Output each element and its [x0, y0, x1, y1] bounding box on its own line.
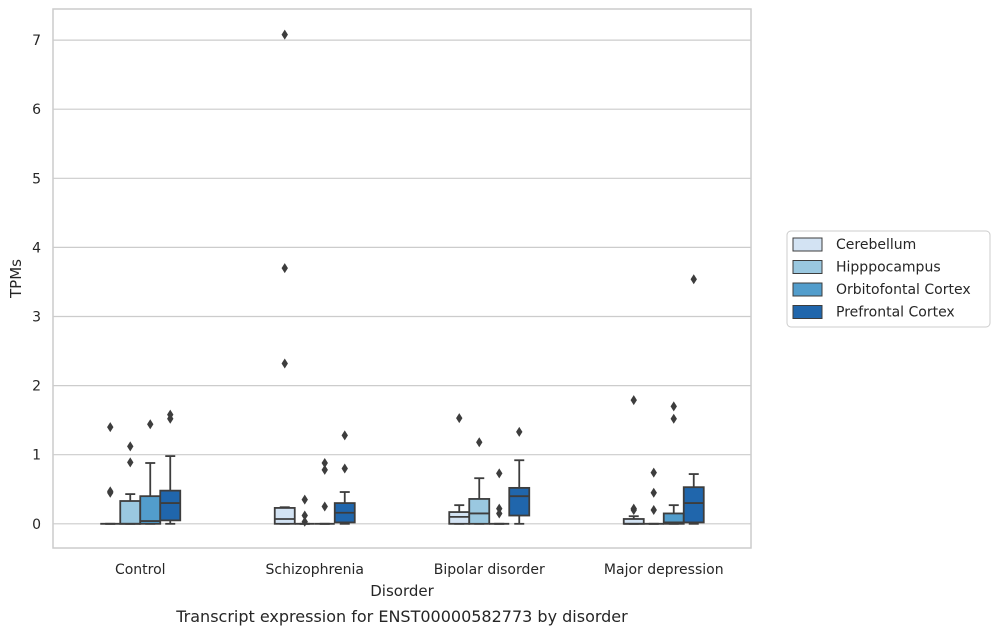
x-tick-label: Control [115, 562, 166, 578]
x-tick-label: Bipolar disorder [434, 562, 545, 578]
outlier-point [127, 457, 134, 468]
outlier-point [650, 467, 657, 478]
outlier-point [630, 503, 637, 514]
outlier-point [301, 510, 308, 521]
legend-label: Hipppocampus [836, 260, 941, 276]
outlier-point [670, 401, 677, 412]
box [273, 507, 296, 525]
legend-frame [786, 230, 991, 328]
box-group [643, 467, 664, 525]
box-group [508, 426, 531, 525]
legend-swatch [792, 282, 823, 297]
box-group [314, 458, 335, 525]
outlier-point [167, 409, 174, 420]
box [508, 486, 531, 517]
x-axis-title: Disorder [370, 582, 434, 600]
outlier-point [301, 494, 308, 505]
box-group [448, 413, 471, 525]
outlier-point [301, 516, 308, 527]
y-tick-label: 7 [32, 33, 41, 49]
box-group [100, 422, 121, 525]
legend-label: Prefrontal Cortex [836, 305, 955, 321]
y-tick-label: 2 [32, 379, 41, 395]
outlier-point [321, 464, 328, 475]
legend-label: Orbitofontal Cortex [836, 282, 971, 298]
y-tick-label: 4 [32, 240, 41, 256]
box-group [622, 395, 645, 525]
chart-caption: Transcript expression for ENST0000058277… [175, 607, 628, 626]
legend: Cerebellum Hipppocampus Orbitofontal Corte… [786, 230, 991, 328]
box-group [662, 401, 685, 525]
y-axis-title: TPMs [7, 259, 25, 299]
box-groups [100, 29, 705, 527]
outlier-point [321, 501, 328, 512]
outlier-point [147, 419, 154, 430]
y-tick-label: 3 [32, 310, 41, 326]
box [139, 495, 162, 525]
legend-swatch [792, 237, 823, 252]
y-tick-label: 5 [32, 171, 41, 187]
x-tick-label: Major depression [604, 562, 724, 578]
outlier-point [281, 29, 288, 40]
box-group [159, 409, 182, 525]
box-group [273, 29, 296, 525]
outlier-point [281, 263, 288, 274]
outlier-point [107, 486, 114, 497]
box [682, 486, 705, 524]
outlier-point [281, 358, 288, 369]
box-group [468, 437, 491, 525]
box [468, 498, 491, 525]
box [448, 511, 471, 525]
box-group [682, 274, 705, 525]
outlier-point [690, 274, 697, 285]
outlier-point [321, 458, 328, 469]
box-group [489, 468, 510, 525]
y-tick-label: 1 [32, 448, 41, 464]
outlier-point [650, 487, 657, 498]
plot-frame [52, 8, 752, 549]
box [119, 500, 142, 525]
legend-swatch [792, 305, 823, 319]
x-tick-labels: Control Schizophrenia Bipolar disorder Majo… [115, 562, 724, 578]
legend-swatch [792, 260, 823, 274]
grid-lines [53, 39, 751, 525]
y-tick-label: 6 [32, 102, 41, 118]
box-group [119, 441, 142, 525]
outlier-point [650, 504, 657, 515]
outlier-point [496, 503, 503, 514]
outlier-point [341, 430, 348, 441]
legend-label: Cerebellum [836, 237, 916, 253]
box-group [294, 494, 315, 527]
x-tick-label: Schizophrenia [266, 562, 364, 578]
outlier-point [341, 463, 348, 474]
box [159, 489, 182, 522]
outlier-point [516, 426, 523, 437]
outlier-point [476, 437, 483, 448]
outlier-point [456, 413, 463, 424]
y-tick-label: 0 [32, 517, 41, 533]
box-group [333, 430, 356, 525]
outlier-point [496, 468, 503, 479]
outlier-point [127, 441, 134, 452]
box-group [139, 419, 162, 525]
outlier-point [670, 413, 677, 424]
y-tick-labels: 0 1 2 3 4 5 6 7 [32, 33, 41, 533]
outlier-point [107, 422, 114, 433]
outlier-point [630, 395, 637, 406]
